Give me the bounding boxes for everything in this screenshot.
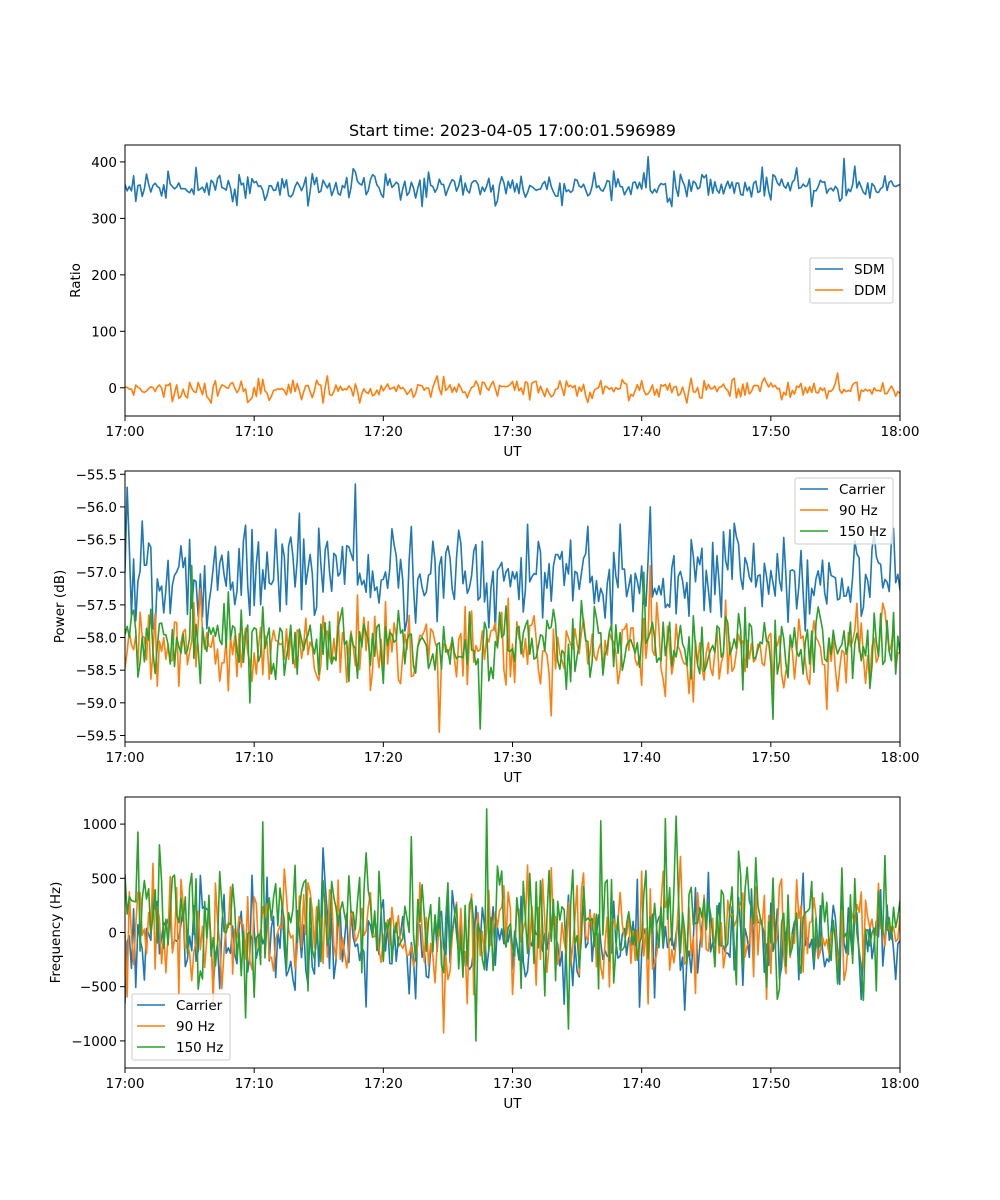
ratio-y-ticks: 0 100 200 300 400 (91, 155, 125, 397)
power-y-tick-label: −56.5 (76, 533, 117, 549)
frequency-x-tick-label: 17:10 (235, 1076, 274, 1092)
ratio-x-tick-label: 18:00 (881, 424, 920, 440)
frequency-y-tick-label: 0 (108, 926, 117, 942)
ratio-y-tick-label: 0 (108, 381, 117, 397)
ratio-lines (125, 156, 900, 404)
power-y-tick-label: −59.0 (76, 696, 117, 712)
frequency-x-tick-label: 17:00 (106, 1076, 145, 1092)
power-legend-label-150hz: 150 Hz (839, 524, 886, 540)
frequency-y-axis-label: Frequency (Hz) (48, 882, 64, 984)
power-legend: Carrier 90 Hz 150 Hz (794, 477, 894, 545)
power-legend-label-90hz: 90 Hz (839, 503, 878, 519)
ratio-x-tick-label: 17:40 (622, 424, 661, 440)
frequency-x-axis-label: UT (503, 1096, 522, 1112)
ratio-series-sdm (125, 156, 900, 208)
power-x-axis-label: UT (503, 770, 522, 786)
power-y-tick-label: −57.5 (76, 598, 117, 614)
power-plot-frame (124, 470, 901, 743)
power-y-tick-label: −59.5 (76, 728, 117, 744)
ratio-x-tick-label: 17:10 (235, 424, 274, 440)
ratio-x-tick-label: 17:30 (493, 424, 532, 440)
figure-title: Start time: 2023-04-05 17:00:01.596989 (349, 121, 676, 140)
power-x-tick-label: 17:40 (622, 750, 661, 766)
frequency-y-ticks: −1000 −500 0 500 1000 (71, 817, 125, 1050)
power-lines (125, 483, 900, 734)
ratio-y-tick-label: 300 (91, 211, 117, 227)
frequency-x-tick-label: 17:30 (493, 1076, 532, 1092)
frequency-series-90hz (125, 855, 900, 1034)
ratio-legend: SDM DDM (809, 257, 894, 304)
power-x-tick-label: 17:00 (106, 750, 145, 766)
frequency-x-tick-label: 17:40 (622, 1076, 661, 1092)
ratio-y-tick-label: 100 (91, 324, 117, 340)
ratio-x-ticks: 17:00 17:10 17:20 17:30 17:40 17:50 18:00 (106, 416, 920, 440)
ratio-x-axis-label: UT (503, 444, 522, 460)
power-x-ticks: 17:00 17:10 17:20 17:30 17:40 17:50 18:00 (106, 742, 920, 766)
ratio-legend-label-sdm: SDM (854, 262, 885, 278)
power-panel: 17:00 17:10 17:20 17:30 17:40 17:50 18:00 −59.… (52, 467, 919, 786)
frequency-legend-label-90hz: 90 Hz (176, 1019, 215, 1035)
power-x-tick-label: 17:50 (751, 750, 790, 766)
power-series-carrier (125, 483, 900, 632)
power-x-tick-label: 18:00 (881, 750, 920, 766)
frequency-y-tick-label: 500 (91, 871, 117, 887)
ratio-legend-label-ddm: DDM (854, 283, 886, 299)
power-y-tick-label: −58.0 (76, 631, 117, 647)
frequency-legend-label-150hz: 150 Hz (176, 1040, 223, 1056)
power-legend-frame (794, 477, 894, 545)
frequency-legend-frame (131, 993, 231, 1061)
ratio-series-ddm (125, 372, 900, 404)
power-series-150hz (125, 564, 900, 730)
power-x-tick-label: 17:30 (493, 750, 532, 766)
power-legend-label-carrier: Carrier (839, 482, 886, 498)
power-y-tick-label: −56.0 (76, 500, 117, 516)
ratio-y-tick-label: 200 (91, 268, 117, 284)
frequency-x-tick-label: 18:00 (881, 1076, 920, 1092)
frequency-y-tick-label: 1000 (83, 817, 117, 833)
frequency-series-150hz (125, 808, 900, 1042)
power-x-tick-label: 17:20 (364, 750, 403, 766)
frequency-x-ticks: 17:00 17:10 17:20 17:30 17:40 17:50 18:00 (106, 1068, 920, 1092)
frequency-legend: Carrier 90 Hz 150 Hz (131, 993, 231, 1061)
frequency-y-tick-label: −1000 (71, 1034, 117, 1050)
power-y-tick-label: −55.5 (76, 467, 117, 483)
power-y-axis-label: Power (dB) (52, 570, 68, 643)
power-y-tick-label: −57.0 (76, 565, 117, 581)
ratio-y-tick-label: 400 (91, 155, 117, 171)
ratio-x-tick-label: 17:50 (751, 424, 790, 440)
power-y-ticks: −59.5 −59.0 −58.5 −58.0 −57.5 −57.0 −56.5 −56.0… (76, 467, 125, 744)
power-y-tick-label: −58.5 (76, 663, 117, 679)
frequency-y-tick-label: −500 (80, 980, 117, 996)
ratio-x-tick-label: 17:20 (364, 424, 403, 440)
power-x-tick-label: 17:10 (235, 750, 274, 766)
power-series-90hz (125, 564, 900, 734)
ratio-x-tick-label: 17:00 (106, 424, 145, 440)
ratio-panel: 17:00 17:10 17:20 17:30 17:40 17:50 18:00 0 100… (68, 144, 920, 460)
ratio-y-axis-label: Ratio (68, 263, 84, 298)
frequency-legend-label-carrier: Carrier (176, 998, 223, 1014)
frequency-x-tick-label: 17:50 (751, 1076, 790, 1092)
frequency-panel: 17:00 17:10 17:20 17:30 17:40 17:50 18:00 −100… (48, 796, 920, 1112)
frequency-lines (125, 808, 900, 1042)
frequency-x-tick-label: 17:20 (364, 1076, 403, 1092)
